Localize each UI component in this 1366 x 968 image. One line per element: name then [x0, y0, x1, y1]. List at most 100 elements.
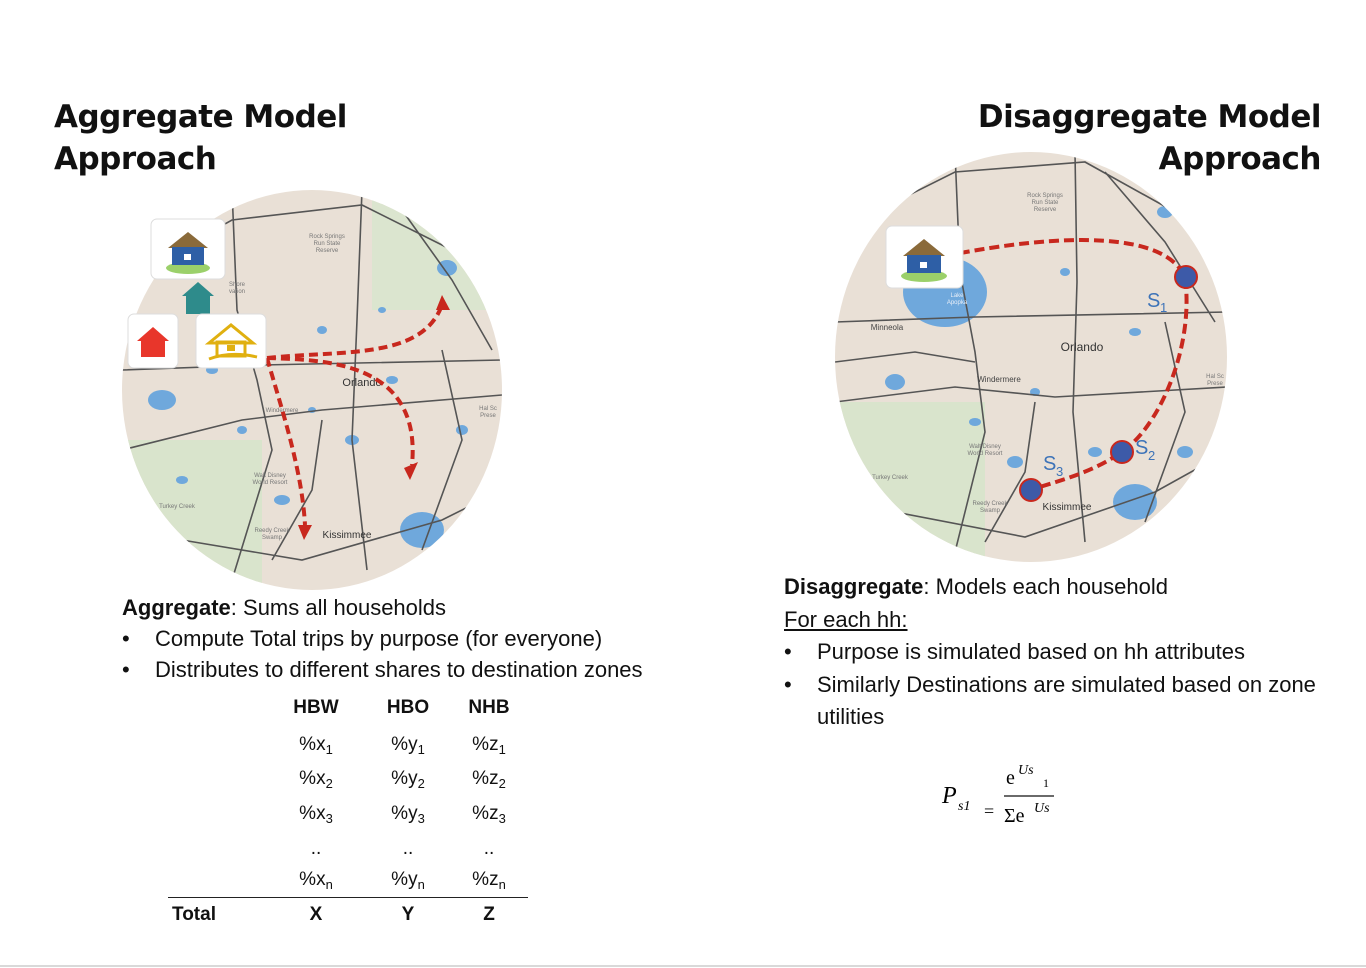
cell-subscript: 3: [417, 811, 425, 826]
map-label-kissimmee: Kissimmee: [323, 530, 372, 541]
map-label-shore: Shore: [229, 282, 246, 288]
total-row: Total X Y Z: [160, 904, 530, 934]
disaggregate-title: Disaggregate Model Approach: [977, 96, 1322, 180]
yellow-house-icon: [195, 313, 267, 369]
tour-route: [944, 238, 1189, 492]
map-label-reedy-creek: Reedy Creek: [972, 501, 1008, 507]
map-label-shore-2: vation: [229, 289, 245, 295]
red-house-icon: [127, 313, 179, 369]
cell-value: %z: [472, 869, 499, 890]
teal-house-icon: [182, 282, 214, 314]
map-label-minneola: Minneola: [871, 323, 904, 332]
map-label-hal-scott-2: Prese: [1207, 381, 1223, 387]
stop-s2: [1110, 440, 1134, 464]
cell-value: %y: [391, 869, 418, 890]
footer-divider: [0, 965, 1366, 967]
map-label-walt-disney: Walt Disney: [254, 473, 286, 479]
stop-label-s1: S: [1147, 290, 1160, 312]
map-label-hal-scott: Hal Sc: [479, 406, 497, 412]
arrowhead-north: [436, 295, 450, 310]
stop-label-s3-sub: 3: [1056, 464, 1063, 479]
cell-value: %x: [299, 768, 326, 789]
cell-subscript: 2: [498, 776, 506, 791]
formula-p-sub: s1: [958, 799, 970, 814]
total-x: X: [309, 904, 323, 925]
formula-numerator-exp: Us: [1018, 763, 1034, 778]
cell-subscript: 3: [498, 811, 506, 826]
formula-numerator-exp-sub: 1: [1043, 776, 1049, 790]
cell-subscript: 1: [417, 742, 425, 757]
map-label-rock-springs-2: Run State: [1032, 200, 1059, 206]
map-label-walt-disney-2: World Resort: [253, 480, 288, 486]
disaggregate-bullet-1: Purpose is simulated based on hh attribu…: [784, 636, 1324, 669]
map-label-walt-disney-2: World Resort: [968, 451, 1003, 457]
cell-value: %y: [391, 803, 418, 824]
lake-shapes: [148, 260, 468, 548]
cell-value: %z: [472, 734, 499, 755]
cell-ellipsis: ..: [310, 838, 322, 859]
stop-label-s2-sub: 2: [1148, 448, 1155, 463]
map-label-hal-scott-2: Prese: [480, 413, 496, 419]
table-row: %x1 %y1 %z1: [160, 734, 530, 764]
map-label-hal-scott: Hal Sc: [1206, 374, 1224, 380]
disaggregate-title-line1: Disaggregate Model: [977, 99, 1322, 135]
aggregate-bullet-2: Distributes to different shares to desti…: [122, 654, 643, 685]
map-label-windermere: Windermere: [266, 408, 299, 414]
stop-label-s3: S: [1043, 453, 1056, 475]
cell-subscript: n: [325, 877, 333, 892]
total-divider: [168, 897, 528, 898]
map-label-rock-springs-3: Reserve: [316, 248, 339, 254]
map-label-walt-disney: Walt Disney: [969, 444, 1001, 450]
stop-s1: [1174, 265, 1198, 289]
aggregate-title: Aggregate Model Approach: [54, 96, 347, 180]
aggregate-term: Aggregate: [122, 595, 231, 620]
stop-label-s1-sub: 1: [1160, 300, 1167, 315]
blue-house-icon: [150, 218, 226, 280]
aggregate-description: Aggregate: Sums all households Compute T…: [122, 592, 643, 685]
map-label-turkey-creek: Turkey Creek: [159, 504, 196, 510]
map-label-reedy-creek-2: Swamp: [980, 508, 1001, 514]
map-label-kissimmee: Kissimmee: [1043, 502, 1092, 513]
trip-arrows: [265, 304, 444, 526]
formula-numerator: e: [1006, 767, 1015, 789]
disaggregate-map: Rock Springs Run State Reserve Lake Apop…: [835, 152, 1227, 562]
aggregate-bullets: Compute Total trips by purpose (for ever…: [122, 623, 643, 685]
map-label-turkey-creek: Turkey Creek: [872, 475, 909, 481]
table-row: %xn %yn %zn: [160, 869, 530, 899]
disaggregate-desc: : Models each household: [923, 574, 1169, 599]
cell-value: %x: [299, 803, 326, 824]
table-header-row: HBW HBO NHB: [160, 697, 530, 727]
table-row: %x3 %y3 %z3: [160, 803, 530, 833]
total-label: Total: [172, 904, 216, 925]
disaggregate-term: Disaggregate: [784, 574, 924, 599]
disaggregate-bullets: Purpose is simulated based on hh attribu…: [784, 636, 1324, 734]
stop-s3: [1019, 478, 1043, 502]
cell-subscript: n: [498, 877, 506, 892]
formula-p: P: [941, 783, 957, 809]
formula-denominator: Σe: [1004, 805, 1025, 827]
map-label-rock-springs-3: Reserve: [1034, 207, 1057, 213]
disaggregate-heading-line: Disaggregate: Models each household: [784, 571, 1324, 604]
map-label-apopka: Apopka: [947, 300, 968, 306]
map-label-orlando: Orlando: [342, 377, 381, 389]
map-label-windermere: Windermere: [977, 375, 1021, 384]
choice-probability-formula: P s1 = e Us 1 Σe Us: [941, 763, 1054, 827]
disaggregate-bullet-2: Similarly Destinations are simulated bas…: [784, 669, 1324, 734]
map-label-reedy-creek: Reedy Creek: [254, 528, 290, 534]
cell-value: %z: [472, 768, 499, 789]
aggregate-title-line1: Aggregate Model: [54, 99, 347, 135]
cell-value: %x: [299, 869, 326, 890]
total-z: Z: [483, 904, 495, 925]
table-row: %x2 %y2 %z2: [160, 768, 530, 798]
cell-ellipsis: ..: [402, 838, 414, 859]
formula-denominator-exp: Us: [1034, 801, 1050, 816]
cell-subscript: n: [417, 877, 425, 892]
cell-value: %z: [472, 803, 499, 824]
aggregate-title-line2: Approach: [54, 141, 217, 177]
disaggregate-subhead: For each hh:: [784, 606, 908, 632]
cell-subscript: 1: [498, 742, 506, 757]
map-label-orlando: Orlando: [1061, 340, 1104, 354]
header-hbw: HBW: [293, 697, 339, 718]
header-hbo: HBO: [386, 697, 430, 718]
cell-subscript: 2: [325, 776, 333, 791]
